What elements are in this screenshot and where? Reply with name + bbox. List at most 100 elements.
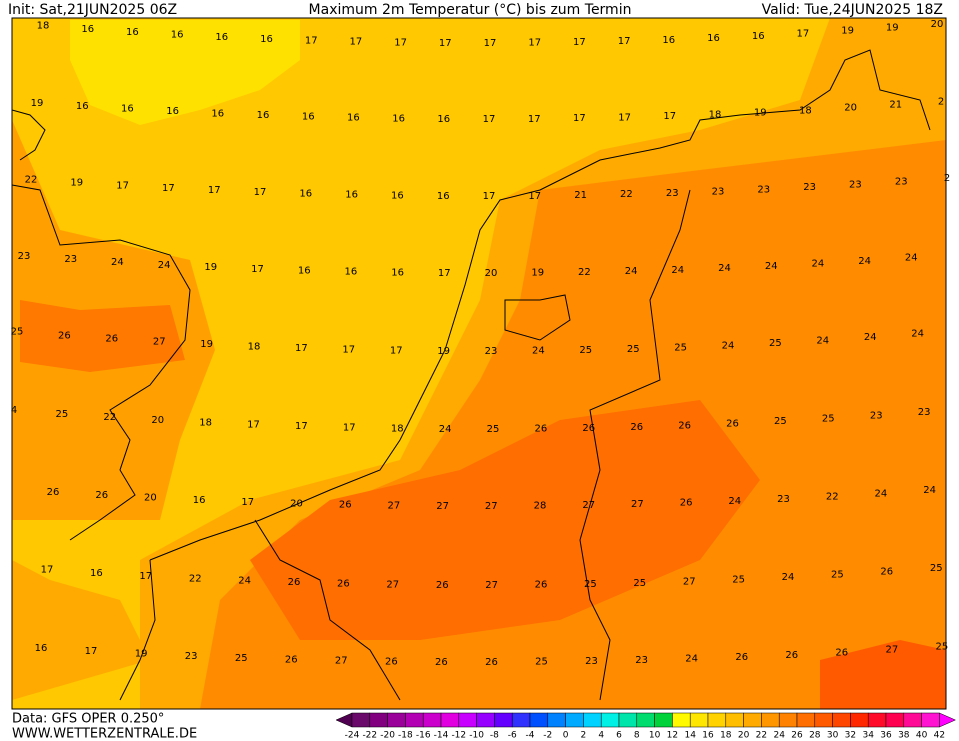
colorbar-label: -4 xyxy=(526,731,535,741)
temperature-label: 27 xyxy=(631,499,644,510)
temperature-label: 16 xyxy=(391,267,404,278)
temperature-label: 24 xyxy=(158,260,171,271)
temperature-label: 16 xyxy=(662,35,675,46)
colorbar-box xyxy=(511,712,531,728)
colorbar-label: -12 xyxy=(451,731,466,741)
temperature-label: 24 xyxy=(864,332,877,343)
temperature-label: 16 xyxy=(81,24,94,35)
temperature-label: 17 xyxy=(350,37,363,48)
colorbar-label: 20 xyxy=(738,731,750,741)
temperature-label: 26 xyxy=(880,566,893,577)
temperature-label: 24 xyxy=(439,424,452,435)
temperature-label: 17 xyxy=(483,191,496,202)
temperature-label: 21 xyxy=(889,100,902,111)
colorbar-box xyxy=(547,712,566,728)
temperature-label: 16 xyxy=(345,267,358,278)
field-hot xyxy=(250,400,760,640)
temperature-label: 23 xyxy=(666,188,679,199)
colorbar-box xyxy=(761,712,780,728)
temperature-label: 26 xyxy=(385,656,398,667)
temperature-label: 20 xyxy=(931,19,944,30)
temperature-label: 26 xyxy=(436,580,449,591)
temperature-label: 24 xyxy=(671,265,684,276)
temperature-label: 16 xyxy=(215,32,228,43)
temperature-label: 26 xyxy=(105,334,118,345)
temperature-label: 17 xyxy=(438,268,451,279)
temperature-label: 27 xyxy=(885,644,898,655)
temperature-label: 17 xyxy=(295,421,308,432)
temperature-label: 17 xyxy=(295,343,308,354)
colorbar-label: -6 xyxy=(508,731,517,741)
colorbar-box xyxy=(832,712,851,728)
colorbar-arrow-low xyxy=(335,712,353,728)
temperature-label: 26 xyxy=(726,418,739,429)
border-de xyxy=(579,189,691,701)
colorbar-label: 24 xyxy=(773,731,785,741)
temperature-label: 26 xyxy=(785,650,798,661)
temperature-label: 16 xyxy=(166,106,179,117)
temperature-label: 25 xyxy=(235,653,248,664)
colorbar-box xyxy=(440,712,460,728)
temperature-label: 23 xyxy=(185,651,198,662)
temperature-label: 16 xyxy=(345,190,358,201)
colorbar-label: 40 xyxy=(916,731,928,741)
colorbar-label: 14 xyxy=(684,731,696,741)
temperature-label: 22 xyxy=(103,412,116,423)
temperature-label: 19 xyxy=(200,339,213,350)
temperature-label: 17 xyxy=(483,114,496,125)
temperature-label: 17 xyxy=(528,114,541,125)
colorbar-box xyxy=(867,712,887,728)
colorbar-box xyxy=(885,712,905,728)
colorbar-label: -20 xyxy=(380,731,395,741)
temperature-label: 17 xyxy=(162,183,175,194)
coastline-uk xyxy=(12,184,191,541)
map-frame xyxy=(11,17,947,710)
temperature-label: 19 xyxy=(886,23,899,34)
colorbar-box xyxy=(814,712,833,728)
colorbar-label: 34 xyxy=(862,731,874,741)
temperature-label: 16 xyxy=(302,112,315,123)
colorbar-box xyxy=(636,712,655,728)
temperature-label: 17 xyxy=(85,646,98,657)
temperature-label: 16 xyxy=(90,568,103,579)
temperature-label: 17 xyxy=(797,28,810,39)
colorbar-label: 28 xyxy=(809,731,821,741)
colorbar-label: 4 xyxy=(598,731,604,741)
temperature-label: 25 xyxy=(11,326,24,337)
temperature-label: 23 xyxy=(803,182,816,193)
temperature-label: 16 xyxy=(121,104,134,115)
temperature-label: 27 xyxy=(485,501,498,512)
data-source: Data: GFS OPER 0.250° xyxy=(12,712,164,727)
colorbar-box xyxy=(850,712,869,728)
temperature-label: 23 xyxy=(777,494,790,505)
temperature-label: 26 xyxy=(435,657,448,668)
colorbar-label: 8 xyxy=(634,731,640,741)
temperature-label: 17 xyxy=(573,37,586,48)
temperature-label: 17 xyxy=(342,344,355,355)
temperature-label: 25 xyxy=(936,641,949,652)
temperature-label: 19 xyxy=(841,26,854,37)
colorbar-box xyxy=(565,712,584,728)
temperature-label: 16 xyxy=(260,34,273,45)
temperature-label: 19 xyxy=(531,268,544,279)
temperature-label: 20 xyxy=(290,498,303,509)
colorbar-box xyxy=(422,712,442,728)
temperature-label: 18 xyxy=(248,341,261,352)
colorbar-box xyxy=(921,712,940,728)
temperature-label: 23 xyxy=(870,410,883,421)
temperature-label: 17 xyxy=(618,112,631,123)
temperature-label: 17 xyxy=(208,185,221,196)
temperature-label: 27 xyxy=(436,501,449,512)
colorbar-box xyxy=(903,712,922,728)
colorbar-box xyxy=(600,712,620,728)
colorbar-label: 42 xyxy=(934,731,945,741)
temperature-label: 22 xyxy=(620,189,633,200)
temperature-label: 16 xyxy=(298,265,311,276)
temperature-label: 23 xyxy=(918,407,931,418)
colorbar-box xyxy=(672,712,691,728)
temperature-label: 24 xyxy=(718,263,731,274)
temperature-label: 16 xyxy=(257,110,270,121)
temperature-label: 26 xyxy=(535,580,548,591)
temperature-label: 25 xyxy=(535,657,548,668)
